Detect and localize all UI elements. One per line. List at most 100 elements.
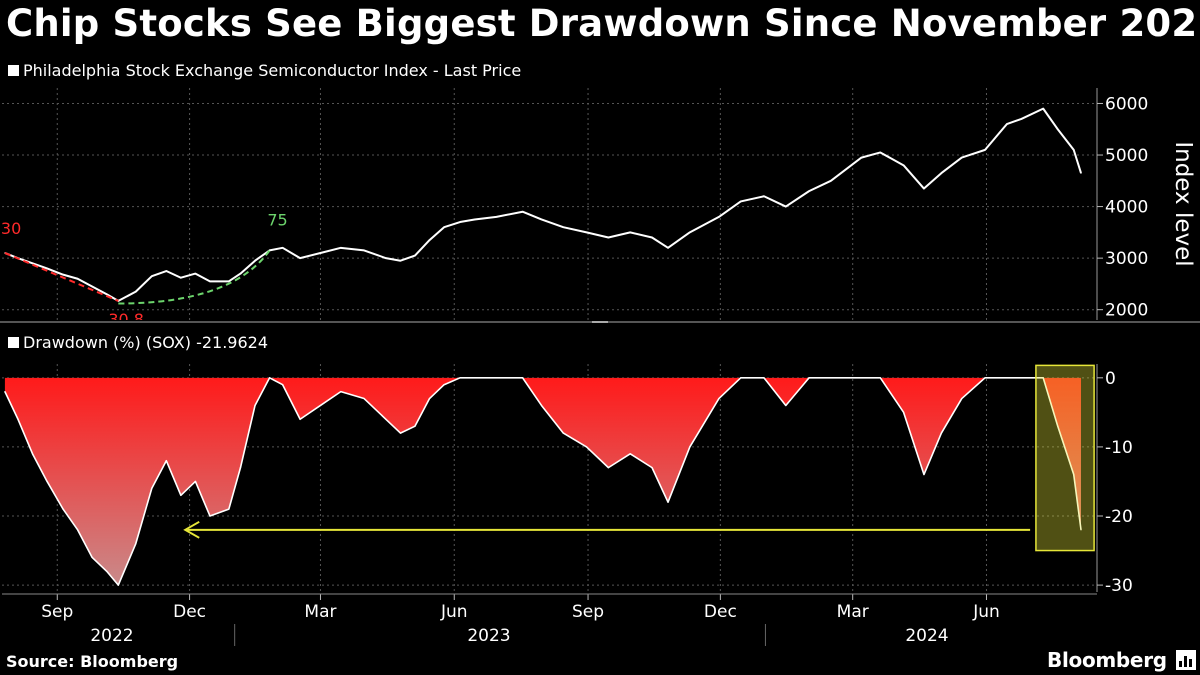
drawdown-point xyxy=(4,391,6,393)
drawdown-point xyxy=(363,397,365,400)
price-point xyxy=(106,293,108,295)
price-point xyxy=(46,267,48,270)
price-point xyxy=(209,280,211,282)
drawdown-point xyxy=(1080,529,1082,531)
x-tick-label: Mar xyxy=(304,602,336,622)
price-point xyxy=(860,157,863,159)
price-point xyxy=(299,257,301,259)
drawdown-point xyxy=(785,404,787,407)
top-legend: Philadelphia Stock Exchange Semiconducto… xyxy=(8,61,521,80)
drawdown-point xyxy=(77,529,79,531)
drawdown-point xyxy=(879,377,881,379)
price-point xyxy=(718,216,720,218)
x-year-label: 2023 xyxy=(467,626,510,646)
drawdown-point xyxy=(763,377,765,379)
drawdown-point xyxy=(1073,473,1075,476)
drawdown-point xyxy=(459,377,461,379)
drawdown-point xyxy=(689,446,691,448)
drawdown-point xyxy=(940,432,943,434)
drawdown-point xyxy=(239,467,242,469)
bottom-legend: Drawdown (%) (SOX) -21.9624 xyxy=(8,333,268,352)
drawdown-point xyxy=(540,404,543,407)
price-point xyxy=(521,211,524,213)
price-point xyxy=(879,151,881,154)
price-point xyxy=(740,200,742,203)
annotation-75: 75 xyxy=(267,210,287,229)
price-point xyxy=(667,247,669,249)
drawdown-point xyxy=(165,460,167,462)
price-point xyxy=(399,260,402,262)
legend-swatch xyxy=(8,337,19,348)
drawdown-point xyxy=(443,384,445,386)
drawdown-point xyxy=(180,494,182,496)
drawdown-point xyxy=(399,432,402,434)
price-point xyxy=(607,236,609,239)
drawdown-point xyxy=(1020,377,1022,379)
drawdown-point xyxy=(46,480,48,483)
price-point xyxy=(1020,118,1022,120)
top-legend-label: Philadelphia Stock Exchange Semiconducto… xyxy=(23,61,522,80)
price-point xyxy=(923,187,925,190)
drawdown-point xyxy=(1042,377,1044,379)
price-point xyxy=(902,164,905,166)
drawdown-point xyxy=(860,377,863,379)
y-tick-label-top: 4000 xyxy=(1105,198,1148,218)
grid-lines xyxy=(2,88,1097,592)
y-tick-label-bottom: -20 xyxy=(1105,507,1133,527)
price-point xyxy=(239,273,242,275)
price-point xyxy=(385,257,387,259)
price-point xyxy=(319,252,322,254)
annotation-30: 30 xyxy=(1,219,21,238)
drawdown-point xyxy=(923,473,925,476)
price-point xyxy=(961,157,963,159)
drawdown-point xyxy=(902,411,905,413)
price-point xyxy=(228,280,230,282)
price-point xyxy=(62,274,64,276)
price-point xyxy=(151,275,153,277)
drawdown-point xyxy=(340,391,342,393)
price-point xyxy=(474,218,476,221)
drawdown-point xyxy=(62,508,64,510)
drawdown-line xyxy=(4,377,1082,586)
price-point xyxy=(31,262,34,264)
price-point xyxy=(459,221,461,223)
drawdown-point xyxy=(385,418,387,420)
x-tick-label: Jun xyxy=(440,602,468,622)
price-point xyxy=(984,149,986,151)
brand-logo-text: Bloomberg xyxy=(1047,648,1167,672)
drawdown-point xyxy=(135,543,137,545)
price-point xyxy=(443,226,445,228)
price-point xyxy=(562,226,564,228)
price-point xyxy=(340,247,342,249)
price-point xyxy=(940,172,943,174)
price-point xyxy=(428,239,431,241)
legend-swatch xyxy=(8,65,19,76)
y-tick-label-bottom: -30 xyxy=(1105,576,1133,596)
y-tick-label-bottom: 0 xyxy=(1105,369,1116,389)
drawdown-point xyxy=(629,453,631,455)
price-point xyxy=(194,273,197,275)
x-tick-label: Mar xyxy=(837,602,869,622)
price-point xyxy=(91,285,93,288)
drawdown-point xyxy=(585,446,588,448)
bloomberg-mark-icon xyxy=(1176,650,1196,670)
y-tick-label-top: 5000 xyxy=(1105,146,1148,166)
drawdown-point xyxy=(428,397,431,400)
y-tick-label-top: 3000 xyxy=(1105,249,1148,269)
price-point xyxy=(651,236,653,239)
price-series-line xyxy=(4,107,1082,302)
x-tick-label: Jun xyxy=(972,602,1000,622)
drawdown-point xyxy=(521,377,524,379)
price-point xyxy=(763,195,765,197)
decline-dashed-line xyxy=(4,252,119,302)
price-point xyxy=(1057,128,1059,130)
drawdown-point xyxy=(961,397,963,400)
drawdown-point xyxy=(17,418,19,420)
price-point xyxy=(135,291,137,293)
y-axis-title: Index level xyxy=(1170,141,1196,266)
drawdown-point xyxy=(268,377,271,379)
drawdown-point xyxy=(117,584,119,586)
price-point xyxy=(808,190,810,192)
x-tick-label: Dec xyxy=(173,602,206,622)
